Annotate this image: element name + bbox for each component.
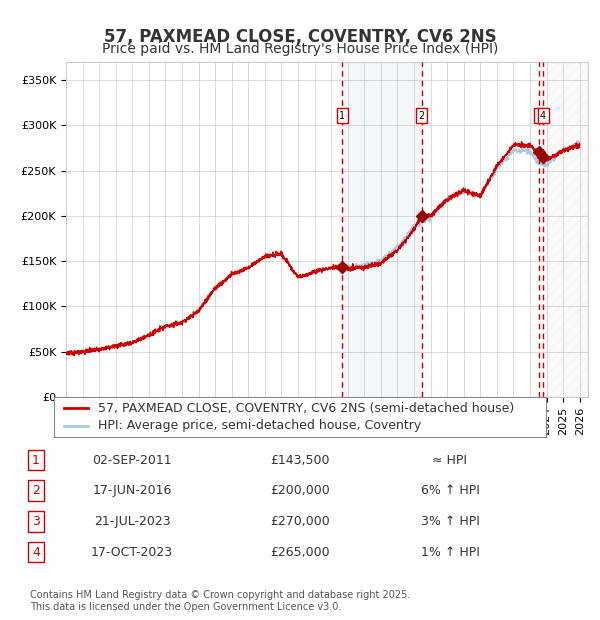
Text: 1: 1 — [339, 110, 346, 120]
Text: HPI: Average price, semi-detached house, Coventry: HPI: Average price, semi-detached house,… — [98, 419, 422, 432]
Text: 3: 3 — [536, 110, 542, 120]
Text: 6% ↑ HPI: 6% ↑ HPI — [421, 484, 479, 497]
Text: 57, PAXMEAD CLOSE, COVENTRY, CV6 2NS: 57, PAXMEAD CLOSE, COVENTRY, CV6 2NS — [104, 28, 496, 46]
Text: £270,000: £270,000 — [270, 515, 330, 528]
Text: 2: 2 — [32, 484, 40, 497]
Bar — [543, 62, 588, 397]
Text: Contains HM Land Registry data © Crown copyright and database right 2025.
This d: Contains HM Land Registry data © Crown c… — [30, 590, 410, 612]
Text: £143,500: £143,500 — [270, 454, 330, 466]
Text: 1: 1 — [32, 454, 40, 466]
Text: 21-JUL-2023: 21-JUL-2023 — [94, 515, 170, 528]
Text: 3% ↑ HPI: 3% ↑ HPI — [421, 515, 479, 528]
Text: Price paid vs. HM Land Registry's House Price Index (HPI): Price paid vs. HM Land Registry's House … — [102, 42, 498, 56]
Text: 3: 3 — [32, 515, 40, 528]
Text: £265,000: £265,000 — [270, 546, 330, 559]
Text: 1% ↑ HPI: 1% ↑ HPI — [421, 546, 479, 559]
Text: £200,000: £200,000 — [270, 484, 330, 497]
Text: 4: 4 — [540, 110, 546, 120]
Text: 4: 4 — [32, 546, 40, 559]
Bar — [342, 62, 422, 397]
Text: 57, PAXMEAD CLOSE, COVENTRY, CV6 2NS (semi-detached house): 57, PAXMEAD CLOSE, COVENTRY, CV6 2NS (se… — [98, 402, 515, 415]
Text: 2: 2 — [418, 110, 425, 120]
Text: 17-OCT-2023: 17-OCT-2023 — [91, 546, 173, 559]
Text: 17-JUN-2016: 17-JUN-2016 — [92, 484, 172, 497]
Text: ≈ HPI: ≈ HPI — [433, 454, 467, 466]
Text: 02-SEP-2011: 02-SEP-2011 — [92, 454, 172, 466]
